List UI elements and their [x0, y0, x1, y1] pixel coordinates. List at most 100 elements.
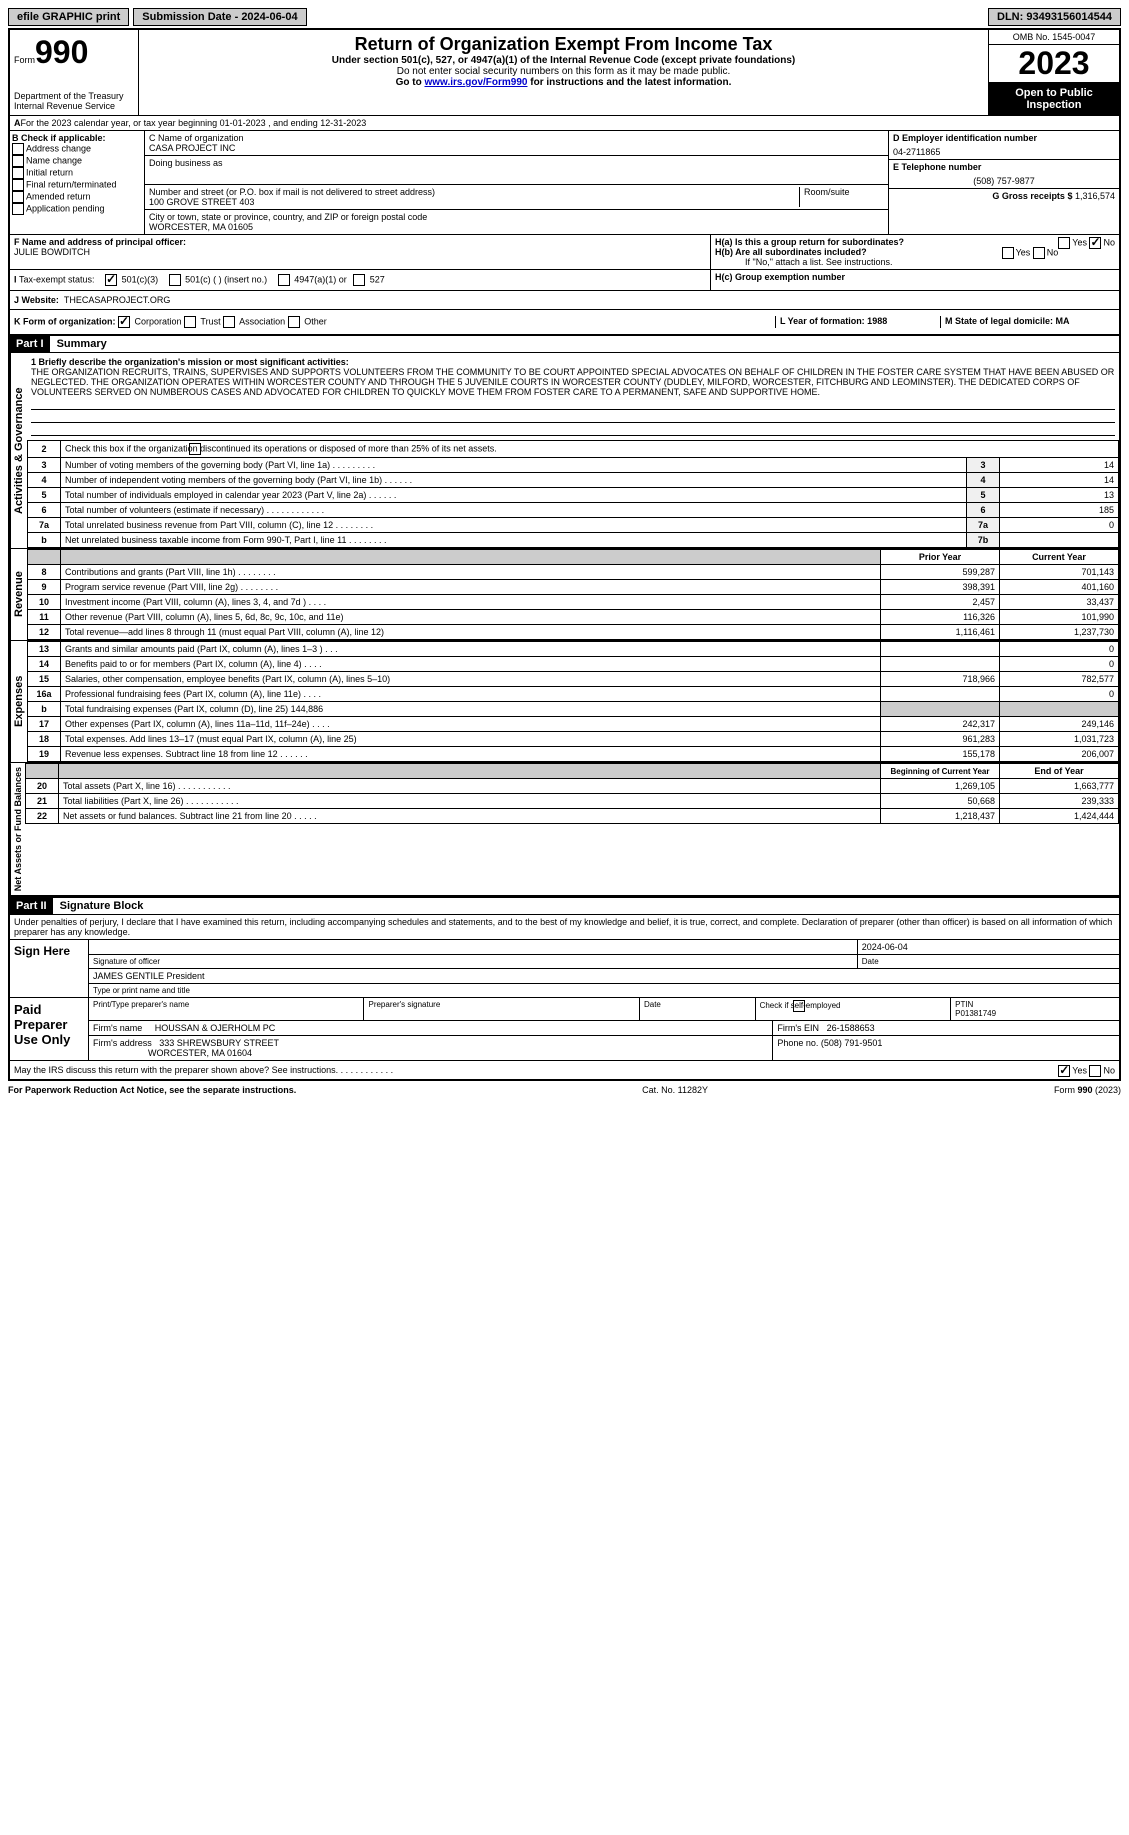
l14-cy: 0 — [1000, 657, 1119, 672]
amended-return-checkbox[interactable] — [12, 191, 24, 203]
ha-no-checkbox[interactable] — [1089, 237, 1101, 249]
l7a-value: 0 — [1000, 518, 1119, 533]
name-change-checkbox[interactable] — [12, 155, 24, 167]
group-return-row: H(a) Is this a group return for subordin… — [715, 237, 1115, 247]
l16b-label: Total fundraising expenses (Part IX, col… — [61, 702, 881, 717]
dln-label: DLN: 93493156014544 — [988, 8, 1121, 26]
4947-checkbox[interactable] — [278, 274, 290, 286]
other-checkbox[interactable] — [288, 316, 300, 328]
application-pending-checkbox[interactable] — [12, 203, 24, 215]
l22-label: Net assets or fund balances. Subtract li… — [59, 809, 881, 824]
current-year-header: Current Year — [1032, 552, 1086, 562]
discontinued-checkbox[interactable] — [189, 443, 201, 455]
firm-ein: 26-1588653 — [827, 1023, 875, 1033]
l5-value: 13 — [1000, 488, 1119, 503]
footer-mid: Cat. No. 11282Y — [642, 1085, 708, 1095]
check-applicable-block: B Check if applicable: Address change Na… — [10, 131, 145, 234]
irs-link[interactable]: www.irs.gov/Form990 — [424, 77, 527, 88]
principal-officer-block: F Name and address of principal officer:… — [10, 235, 710, 269]
l9-label: Program service revenue (Part VIII, line… — [61, 580, 881, 595]
address-change-checkbox[interactable] — [12, 143, 24, 155]
paid-preparer-label: Paid Preparer Use Only — [10, 998, 89, 1060]
l16a-label: Professional fundraising fees (Part IX, … — [61, 687, 881, 702]
self-employed-label: Check if self-employed — [756, 998, 952, 1020]
l4-value: 14 — [1000, 473, 1119, 488]
501c3-checkbox[interactable] — [105, 274, 117, 286]
prior-year-header: Prior Year — [919, 552, 961, 562]
l11-cy: 101,990 — [1000, 610, 1119, 625]
l16a-py — [881, 687, 1000, 702]
corp-checkbox[interactable] — [118, 316, 130, 328]
net-assets-label: Net Assets or Fund Balances — [10, 763, 25, 895]
l15-cy: 782,577 — [1000, 672, 1119, 687]
preparer-sig-label: Preparer's signature — [364, 998, 639, 1020]
signature-declaration: Under penalties of perjury, I declare th… — [10, 915, 1119, 940]
l14-label: Benefits paid to or for members (Part IX… — [61, 657, 881, 672]
hc-row: H(c) Group exemption number — [710, 270, 1119, 290]
l20-cy: 1,663,777 — [1000, 779, 1119, 794]
527-checkbox[interactable] — [353, 274, 365, 286]
l10-py: 2,457 — [881, 595, 1000, 610]
final-return-checkbox[interactable] — [12, 179, 24, 191]
firm-phone: (508) 791-9501 — [821, 1038, 883, 1048]
trust-checkbox[interactable] — [184, 316, 196, 328]
year-block: OMB No. 1545-0047 2023 Open to Public In… — [988, 30, 1119, 115]
website-value: THECASAPROJECT.ORG — [64, 295, 171, 305]
website-label: J Website: — [14, 295, 59, 305]
firm-phone-label: Phone no. — [777, 1038, 818, 1048]
l4-label: Number of independent voting members of … — [61, 473, 967, 488]
activities-governance-label: Activities & Governance — [10, 353, 27, 548]
ptin-label: PTIN — [955, 1000, 973, 1009]
l8-py: 599,287 — [881, 565, 1000, 580]
form-org-row: K Form of organization: Corporation Trus… — [14, 316, 775, 328]
l17-py: 242,317 — [881, 717, 1000, 732]
hb-no-checkbox[interactable] — [1033, 247, 1045, 259]
l19-label: Revenue less expenses. Subtract line 18 … — [61, 747, 881, 762]
ha-yes-checkbox[interactable] — [1058, 237, 1070, 249]
sign-here-label: Sign Here — [10, 940, 89, 997]
org-name-row: C Name of organization CASA PROJECT INC — [145, 131, 888, 156]
discuss-no-checkbox[interactable] — [1089, 1065, 1101, 1077]
l6-label: Total number of volunteers (estimate if … — [61, 503, 967, 518]
l14-py — [881, 657, 1000, 672]
city-row: City or town, state or province, country… — [145, 210, 888, 234]
mission-block: 1 Briefly describe the organization's mi… — [27, 353, 1119, 440]
firm-name: HOUSSAN & OJERHOLM PC — [155, 1023, 276, 1033]
discuss-yes-checkbox[interactable] — [1058, 1065, 1070, 1077]
sig-officer-label: Signature of officer — [89, 955, 858, 968]
subordinates-row: H(b) Are all subordinates included? Yes … — [715, 247, 1115, 257]
l19-py: 155,178 — [881, 747, 1000, 762]
assoc-checkbox[interactable] — [223, 316, 235, 328]
gross-receipts-row: G Gross receipts $ 1,316,574 — [889, 189, 1119, 203]
l5-label: Total number of individuals employed in … — [61, 488, 967, 503]
l18-label: Total expenses. Add lines 13–17 (must eq… — [61, 732, 881, 747]
l22-cy: 1,424,444 — [1000, 809, 1119, 824]
firm-addr2: WORCESTER, MA 01604 — [148, 1048, 252, 1058]
hb-yes-checkbox[interactable] — [1002, 247, 1014, 259]
tax-status-row: I Tax-exempt status: 501(c)(3) 501(c) ( … — [10, 270, 710, 290]
part1-header: Part I — [10, 336, 50, 352]
l15-py: 718,966 — [881, 672, 1000, 687]
expenses-label: Expenses — [10, 641, 27, 762]
l21-label: Total liabilities (Part X, line 26) . . … — [59, 794, 881, 809]
firm-name-label: Firm's name — [93, 1023, 142, 1033]
self-employed-checkbox[interactable] — [793, 1000, 805, 1012]
efile-print-button[interactable]: efile GRAPHIC print — [8, 8, 129, 26]
footer-left: For Paperwork Reduction Act Notice, see … — [8, 1085, 296, 1095]
l3-label: Number of voting members of the governin… — [61, 458, 967, 473]
form-title-block: Return of Organization Exempt From Incom… — [139, 30, 988, 115]
l17-cy: 249,146 — [1000, 717, 1119, 732]
end-year-header: End of Year — [1034, 766, 1083, 776]
beg-year-header: Beginning of Current Year — [891, 767, 990, 776]
l11-label: Other revenue (Part VIII, column (A), li… — [61, 610, 881, 625]
l21-py: 50,668 — [881, 794, 1000, 809]
firm-addr-label: Firm's address — [93, 1038, 152, 1048]
address-row: Number and street (or P.O. box if mail i… — [145, 185, 888, 210]
l8-cy: 701,143 — [1000, 565, 1119, 580]
501c-checkbox[interactable] — [169, 274, 181, 286]
l10-cy: 33,437 — [1000, 595, 1119, 610]
date-label: Date — [858, 955, 1119, 968]
phone-row: E Telephone number (508) 757-9877 — [889, 160, 1119, 189]
initial-return-checkbox[interactable] — [12, 167, 24, 179]
part1-title: Summary — [53, 336, 111, 352]
